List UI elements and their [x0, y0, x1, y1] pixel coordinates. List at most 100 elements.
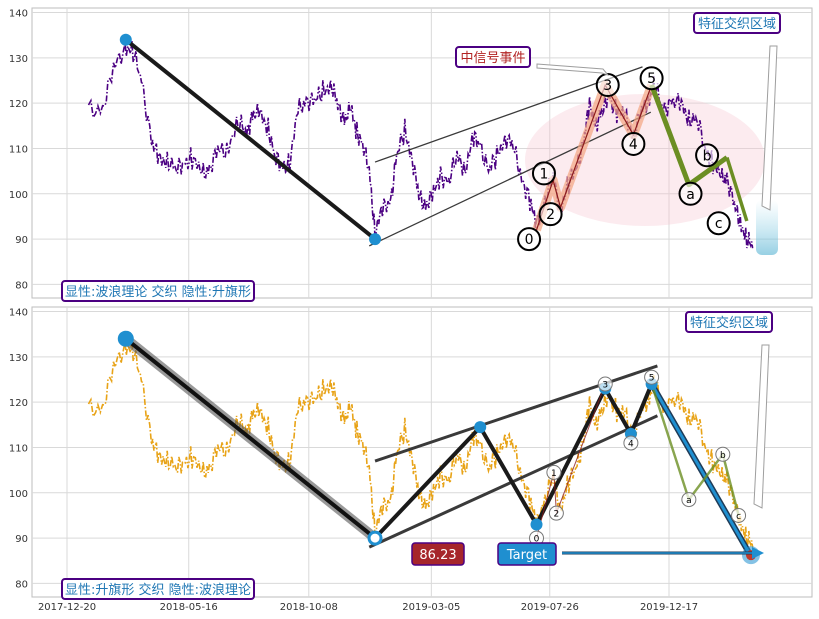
bottom-target-badge: Target — [497, 542, 764, 566]
wave-label-circle — [621, 131, 646, 156]
top-pattern-overlay: 0 1 2 3 4 5 a b c — [119, 33, 778, 255]
top-price-series — [87, 40, 754, 249]
top-y-tick-labels: 80 90 100 110 120 130 140 — [9, 9, 28, 292]
x-tick-labels: 2017-12-20 2018-05-16 2018-10-08 2019-03-05… — [38, 602, 698, 613]
pivot-dot — [369, 233, 382, 246]
wave-label-text: a — [686, 496, 692, 506]
top-highlight-ellipse — [525, 94, 765, 226]
y-tick-label: 80 — [15, 579, 28, 590]
wave-label-circle — [681, 492, 697, 508]
y-tick-label: 90 — [15, 534, 28, 545]
wave-label-text: 0 — [534, 535, 540, 545]
bottom-region-text: 特征交织区域 — [690, 315, 768, 331]
wave-label-text: 5 — [649, 374, 655, 384]
y-tick-label: 130 — [9, 54, 28, 65]
x-tick-label: 2018-05-16 — [160, 602, 218, 613]
wave-label-circle — [538, 202, 563, 227]
channel-lower-line — [368, 111, 652, 247]
wave-label-text: 3 — [602, 381, 608, 391]
y-tick-label: 140 — [9, 308, 28, 319]
wave-label-circle — [517, 227, 542, 252]
top-event-label: 中信号事件 — [455, 46, 610, 77]
y-tick-label: 110 — [9, 443, 28, 454]
bottom-target-arrow-head — [752, 547, 764, 559]
wave-label-text: 4 — [629, 137, 638, 153]
wave-label-circle — [531, 161, 556, 186]
wave-label-circle — [548, 505, 564, 521]
wave-label-text: 1 — [540, 166, 549, 182]
wave-label-circle — [731, 507, 747, 523]
wave-label-text: c — [715, 216, 723, 232]
top-legend-text: 显性:波浪理论 交织 隐性:升旗形 — [65, 284, 251, 300]
wave-label-circle — [706, 211, 731, 236]
bottom-panel: 80 90 100 110 120 130 140 0 1 2 3 4 5 a b c 显性:升旗形 交织 … — [9, 306, 813, 600]
y-tick-label: 130 — [9, 353, 28, 364]
wave-label-circle — [597, 376, 613, 392]
wave-label-text: c — [736, 512, 741, 522]
inner-corrective-line — [650, 383, 740, 516]
price-line — [87, 339, 754, 548]
target-zone — [756, 200, 778, 255]
trend-line — [124, 38, 377, 241]
wave-label-circle — [639, 66, 664, 91]
top-region-arrow — [761, 45, 778, 211]
bottom-value-text: 86.23 — [419, 548, 456, 563]
bottom-price-series — [87, 339, 754, 548]
bottom-legend-box: 显性:升旗形 交织 隐性:波浪理论 — [61, 578, 255, 600]
wave-label-circle — [695, 143, 720, 168]
y-tick-label: 100 — [9, 190, 28, 201]
wave-label-text: 3 — [603, 78, 612, 94]
y-tick-label: 110 — [9, 144, 28, 155]
x-tick-label: 2019-03-05 — [402, 602, 460, 613]
wave-label-circle — [715, 446, 731, 462]
pivot-dot — [474, 421, 487, 434]
y-tick-label: 120 — [9, 398, 28, 409]
price-line — [87, 40, 754, 249]
zigzag-line — [373, 383, 654, 540]
wave-label-text: 2 — [554, 510, 560, 520]
bottom-target-text: Target — [506, 548, 547, 563]
wave-label-text: 2 — [546, 207, 555, 223]
top-event-text: 中信号事件 — [460, 51, 525, 66]
wave-label-text: 4 — [628, 439, 634, 449]
bottom-value-badge: 86.23 — [411, 542, 465, 566]
wave-label-circle — [678, 181, 703, 206]
pivot-dot — [119, 33, 132, 46]
wave-label-text: 1 — [551, 469, 557, 479]
trend-line — [124, 337, 377, 540]
bottom-region-label: 特征交织区域 — [685, 311, 773, 333]
pivot-dot-end — [367, 530, 383, 546]
y-tick-label: 90 — [15, 235, 28, 246]
top-plot-frame — [31, 7, 813, 299]
top-legend-box: 显性:波浪理论 交织 隐性:升旗形 — [61, 280, 255, 302]
y-tick-label: 80 — [15, 280, 28, 291]
x-tick-label: 2018-10-08 — [280, 602, 338, 613]
wave-label-circle — [623, 435, 639, 451]
wave-label-text: b — [703, 148, 712, 164]
pivot-dot — [530, 518, 543, 531]
wave-label-text: b — [720, 451, 726, 461]
wave-label-text: 5 — [647, 71, 656, 87]
wave-label-text: a — [686, 187, 695, 203]
top-region-label: 特征交织区域 — [693, 12, 781, 34]
wave-label-circle — [546, 464, 562, 480]
bottom-region-arrow — [753, 344, 770, 509]
target-leg-line — [650, 383, 753, 557]
y-tick-label: 140 — [9, 9, 28, 20]
top-event-arrow — [536, 63, 610, 77]
x-tick-label: 2019-07-26 — [521, 602, 579, 613]
bottom-legend-text: 显性:升旗形 交织 隐性:波浪理论 — [65, 582, 251, 598]
y-tick-label: 120 — [9, 99, 28, 110]
x-tick-label: 2017-12-20 — [38, 602, 96, 613]
corrective-wave-tail — [725, 156, 749, 222]
wave-label-circle — [644, 369, 660, 385]
top-panel: 80 90 100 110 120 130 140 0 1 2 3 4 5 a b c 显性:波浪理论 交织… — [9, 7, 813, 302]
top-region-text: 特征交织区域 — [698, 16, 776, 32]
y-tick-label: 100 — [9, 489, 28, 500]
pivot-dot-start — [117, 330, 134, 347]
wave-label-text: 0 — [525, 232, 534, 248]
inner-wave-line — [536, 383, 606, 539]
bottom-y-tick-labels: 80 90 100 110 120 130 140 — [9, 308, 28, 591]
impulse-wave-line — [535, 83, 653, 231]
